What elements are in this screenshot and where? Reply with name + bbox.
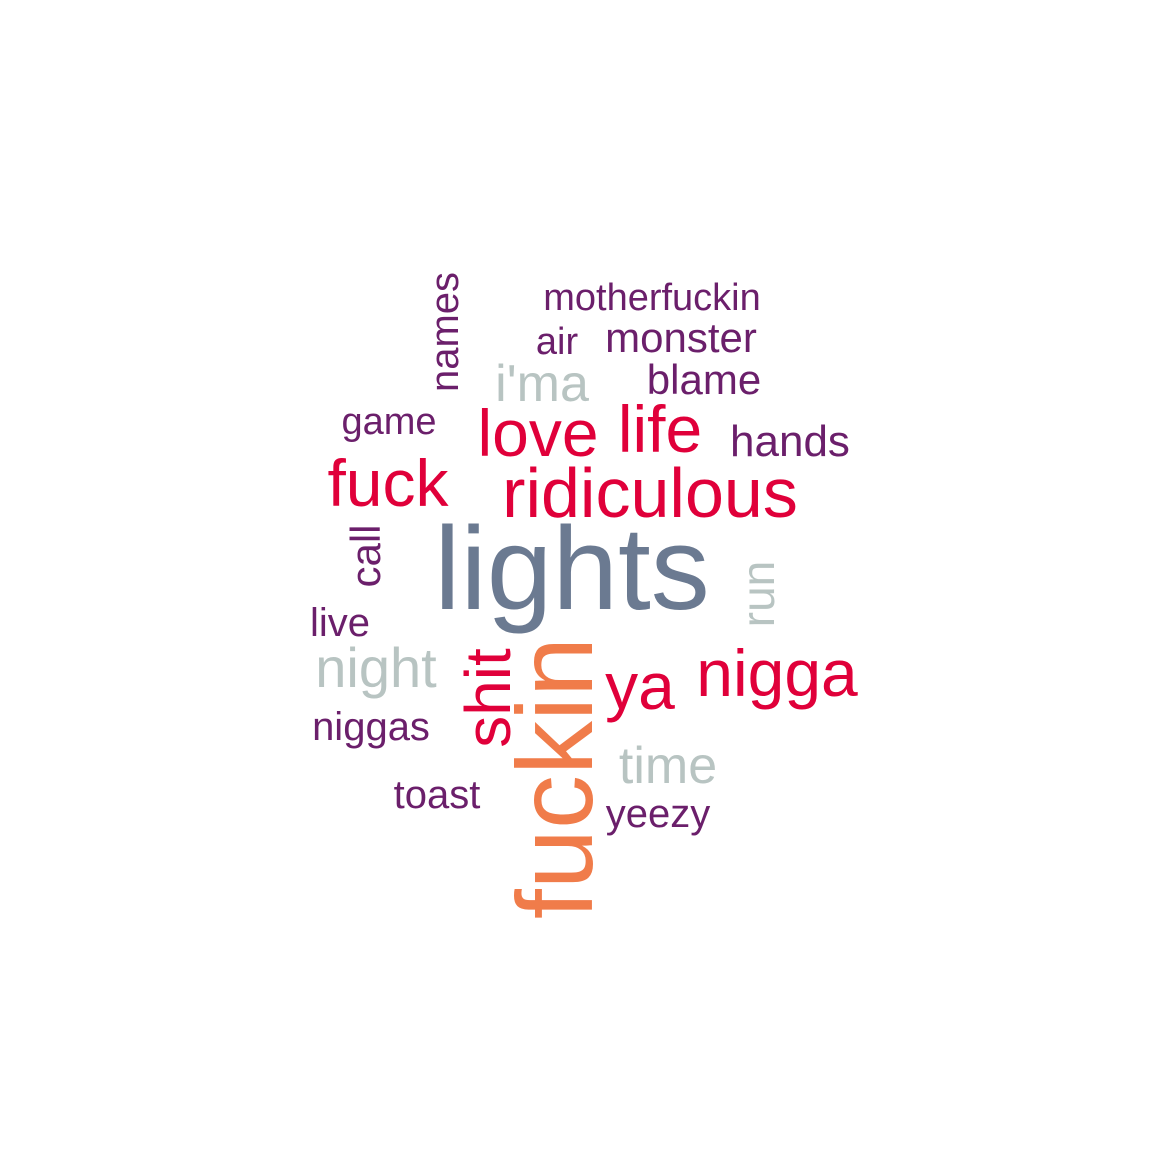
cloud-word-hands: hands [730, 417, 850, 466]
cloud-word-ridiculous: ridiculous [502, 454, 798, 532]
cloud-word-blame: blame [647, 356, 761, 403]
cloud-word-live: live [310, 601, 370, 645]
cloud-word-life: life [618, 392, 702, 466]
cloud-word-run: run [732, 561, 784, 627]
cloud-word-monster: monster [605, 314, 757, 361]
cloud-word-night: night [315, 636, 437, 699]
cloud-word-air: air [536, 321, 579, 363]
cloud-word-love: love [477, 396, 598, 470]
cloud-word-yeezy: yeezy [606, 792, 711, 836]
cloud-word-motherfuckin: motherfuckin [543, 277, 761, 319]
cloud-word-ima: i'ma [495, 355, 589, 413]
cloud-word-fuckin: fuckin [494, 637, 615, 919]
cloud-word-lights: lights [434, 503, 709, 635]
cloud-word-shit: shit [452, 648, 524, 748]
cloud-word-toast: toast [394, 773, 481, 817]
cloud-word-fuck: fuck [327, 446, 449, 520]
cloud-word-nigga: nigga [696, 636, 858, 710]
cloud-word-game: game [341, 401, 436, 443]
cloud-word-call: call [342, 524, 389, 587]
cloud-word-niggas: niggas [312, 705, 430, 749]
cloud-word-names: names [423, 272, 467, 392]
cloud-word-time: time [619, 737, 717, 795]
cloud-word-ya: ya [605, 649, 675, 723]
